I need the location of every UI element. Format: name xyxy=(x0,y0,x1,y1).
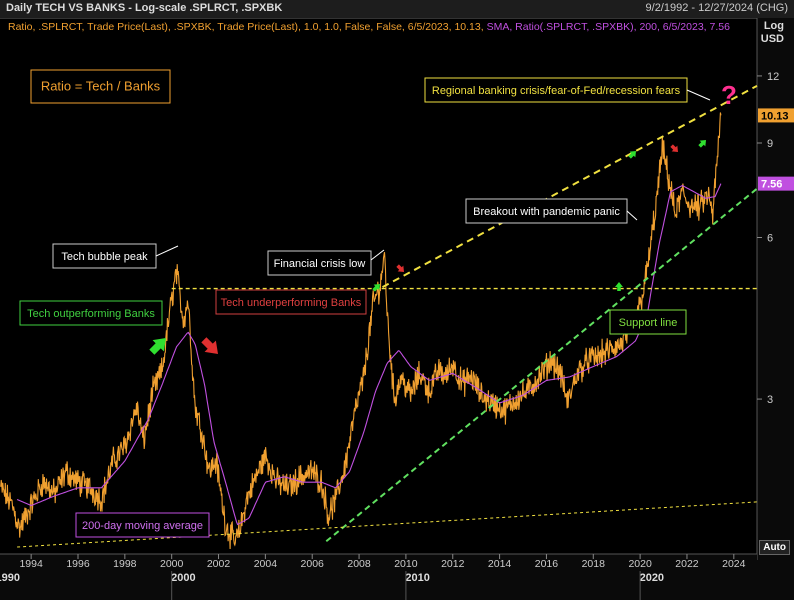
up-arrow-small-icon-shape xyxy=(372,284,380,292)
down-arrow-icon-shape xyxy=(201,337,218,354)
x-tick-label: 2008 xyxy=(347,558,371,570)
last-ratio-tag xyxy=(758,108,794,123)
down-arrow-small-icon xyxy=(396,264,404,272)
x-tick-label: 1996 xyxy=(66,558,90,570)
y-tick-label: 9 xyxy=(767,138,773,150)
sma-200-label-box xyxy=(75,512,210,538)
down-arrow-small-icon-shape xyxy=(396,264,404,272)
financial-crisis-low-label: Financial crisis low xyxy=(274,258,366,270)
support-trendline[interactable] xyxy=(325,187,758,543)
y-tick-label: 12 xyxy=(767,71,779,83)
up-arrow-small-icon-shape xyxy=(628,151,636,159)
chart-header: Daily TECH VS BANKS - Log-scale .SPLRCT,… xyxy=(0,0,794,19)
breakout-pandemic-label-box xyxy=(465,198,628,224)
legend-sma[interactable]: SMA, Ratio(.SPLRCT, .SPXBK), 200, 6/5/20… xyxy=(486,21,730,33)
axis-unit-usd: USD xyxy=(760,33,784,45)
support-line-label-box xyxy=(609,309,687,335)
x-decade-label: 2010 xyxy=(405,572,429,584)
up-arrow-small-icon-shape xyxy=(615,282,623,291)
breakout-pandemic-label: Breakout with pandemic panic xyxy=(473,206,620,218)
resistance-trendline[interactable] xyxy=(382,84,758,288)
date-range[interactable]: 9/2/1992 - 12/27/2024 (CHG) xyxy=(645,2,788,14)
legend: Ratio, .SPLRCT, Trade Price(Last), .SPXB… xyxy=(8,21,730,33)
x-tick-label: 1998 xyxy=(113,558,137,570)
up-arrow-icon xyxy=(149,338,166,355)
up-arrow-small-icon xyxy=(698,140,706,148)
x-tick-label: 2000 xyxy=(160,558,184,570)
question-mark-annotation: ? xyxy=(721,80,737,110)
up-arrow-icon-shape xyxy=(149,338,166,355)
sma-200-line[interactable] xyxy=(16,183,722,526)
ratio-series-line[interactable] xyxy=(0,112,722,550)
tech-bubble-peak-label: Tech bubble peak xyxy=(61,251,148,263)
tech-underperforming-label-box xyxy=(215,289,367,315)
regional-banking-label: Regional banking crisis/fear-of-Fed/rece… xyxy=(432,85,681,97)
chart-title: Daily TECH VS BANKS - Log-scale .SPLRCT,… xyxy=(6,2,283,14)
up-arrow-small-icon xyxy=(628,151,636,159)
tech-outperforming-label-box xyxy=(19,300,163,326)
x-decade-label: 1990 xyxy=(0,572,20,584)
x-decade-label: 2020 xyxy=(640,572,664,584)
y-tick-label: 6 xyxy=(767,233,773,245)
financial-crisis-low-label-box xyxy=(267,250,372,276)
down-arrow-icon xyxy=(201,337,218,354)
last-sma-tag xyxy=(758,176,794,191)
x-tick-label: 2016 xyxy=(535,558,559,570)
down-arrow-small-icon-shape xyxy=(670,144,678,152)
x-tick-label: 2020 xyxy=(628,558,652,570)
crisis-connector xyxy=(370,249,385,261)
breakout-connector xyxy=(626,210,638,221)
y-axis-panel xyxy=(757,18,794,600)
x-axis-panel xyxy=(0,554,757,600)
tech-underperforming-label: Tech underperforming Banks xyxy=(221,297,362,309)
x-decade-label: 2000 xyxy=(171,572,195,584)
last-sma-value: 7.56 xyxy=(761,179,782,191)
x-tick-label: 2024 xyxy=(722,558,746,570)
tech-bubble-peak-label-box xyxy=(52,243,157,269)
x-tick-label: 2006 xyxy=(301,558,325,570)
ratio-label: Ratio = Tech / Banks xyxy=(41,79,161,94)
x-tick-label: 2002 xyxy=(207,558,231,570)
regional-connector xyxy=(686,89,711,101)
up-arrow-small-icon-shape xyxy=(698,140,706,148)
sma-200-label: 200-day moving average xyxy=(82,520,203,532)
legend-ratio[interactable]: Ratio, .SPLRCT, Trade Price(Last), .SPXB… xyxy=(8,21,484,33)
auto-scale-button[interactable]: Auto xyxy=(759,540,790,555)
tech-outperforming-label: Tech outperforming Banks xyxy=(27,308,155,320)
last-ratio-value: 10.13 xyxy=(761,110,789,122)
up-arrow-small-icon xyxy=(615,282,623,291)
x-tick-label: 2014 xyxy=(488,558,512,570)
y-tick-label: 3 xyxy=(767,394,773,406)
x-tick-label: 2012 xyxy=(441,558,465,570)
x-tick-label: 2004 xyxy=(254,558,278,570)
ratio-label-box xyxy=(30,69,171,104)
up-arrow-small-icon xyxy=(372,284,380,292)
x-tick-label: 2018 xyxy=(582,558,606,570)
axis-unit-log: Log xyxy=(763,20,784,32)
bubble-connector xyxy=(155,245,179,257)
down-arrow-small-icon xyxy=(670,144,678,152)
x-tick-label: 2022 xyxy=(675,558,699,570)
support-line-label: Support line xyxy=(619,317,678,329)
x-tick-label: 1994 xyxy=(19,558,43,570)
x-tick-label: 2010 xyxy=(394,558,418,570)
